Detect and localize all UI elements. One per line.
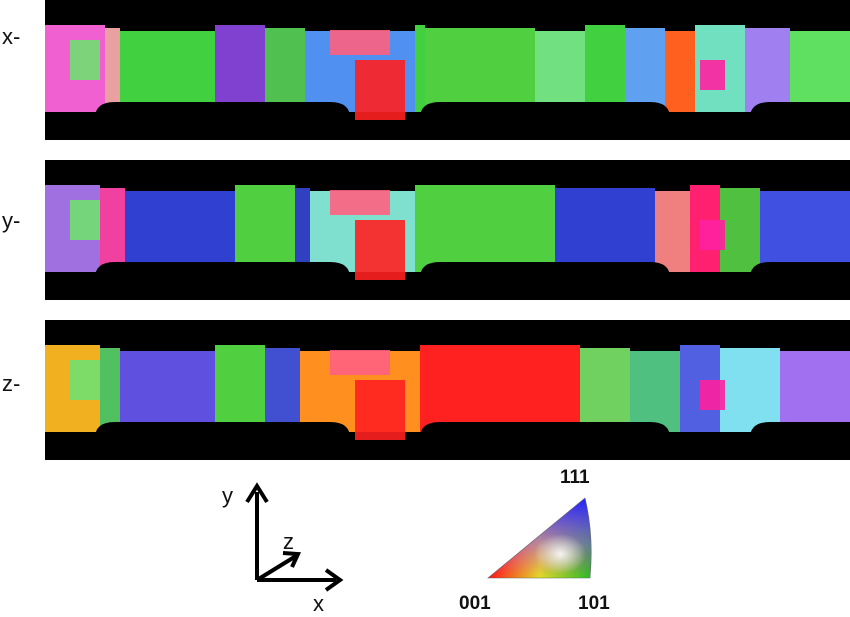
grain — [330, 350, 390, 375]
grain — [655, 191, 690, 272]
substrate — [420, 262, 670, 300]
orientation-map — [45, 320, 850, 460]
substrate — [420, 422, 670, 460]
grain — [415, 185, 555, 272]
substrate — [95, 422, 350, 460]
maps — [45, 0, 850, 460]
grain — [330, 30, 390, 55]
grain — [215, 25, 265, 112]
grain — [745, 28, 790, 112]
grain — [700, 60, 725, 90]
panel-label: z- — [2, 371, 20, 396]
grain — [100, 188, 125, 272]
substrate — [420, 102, 670, 140]
axes-icon — [245, 482, 344, 592]
grain — [265, 348, 300, 432]
axis-label: z — [283, 529, 294, 554]
grain — [790, 31, 850, 112]
grain — [700, 220, 725, 250]
orientation-map — [45, 160, 850, 300]
axis-label: y — [222, 483, 233, 508]
legend-label: 111 — [560, 467, 590, 488]
substrate — [750, 262, 850, 300]
arrowhead — [245, 482, 269, 504]
grain — [265, 28, 305, 112]
grain — [105, 28, 120, 112]
legend-label: 101 — [578, 593, 610, 614]
grain — [760, 191, 850, 272]
grain — [120, 31, 215, 112]
grain — [355, 220, 405, 280]
grain — [720, 188, 760, 272]
grain — [580, 348, 630, 432]
arrowhead — [324, 568, 344, 592]
grain — [215, 345, 265, 432]
arrowhead — [282, 551, 302, 568]
panel-label: y- — [2, 208, 20, 233]
orientation-map — [45, 0, 850, 140]
substrate — [750, 422, 850, 460]
grain — [420, 345, 580, 432]
grain — [625, 28, 665, 112]
grain — [555, 188, 655, 272]
grain — [70, 200, 100, 240]
axis-label: x — [313, 591, 324, 616]
grain — [70, 360, 100, 400]
grain — [355, 380, 405, 440]
substrate — [750, 102, 850, 140]
grain — [535, 31, 585, 112]
grain — [585, 25, 625, 112]
grain — [355, 60, 405, 120]
legend-label: 001 — [459, 593, 491, 614]
grain — [665, 31, 695, 112]
grain — [630, 351, 680, 432]
grain — [415, 25, 425, 112]
grain — [120, 351, 215, 432]
substrate — [95, 102, 350, 140]
grain — [700, 380, 725, 410]
grain — [70, 40, 100, 80]
z-axis-arrow — [255, 554, 298, 582]
grain — [235, 185, 295, 272]
grain — [295, 188, 310, 272]
grain — [125, 191, 235, 272]
panel-label: x- — [2, 24, 20, 49]
grain — [780, 351, 850, 432]
ipf-triangle — [487, 497, 592, 579]
grain — [330, 190, 390, 215]
substrate — [95, 262, 350, 300]
grain — [425, 28, 535, 112]
grain — [720, 348, 780, 432]
grain — [100, 348, 120, 432]
